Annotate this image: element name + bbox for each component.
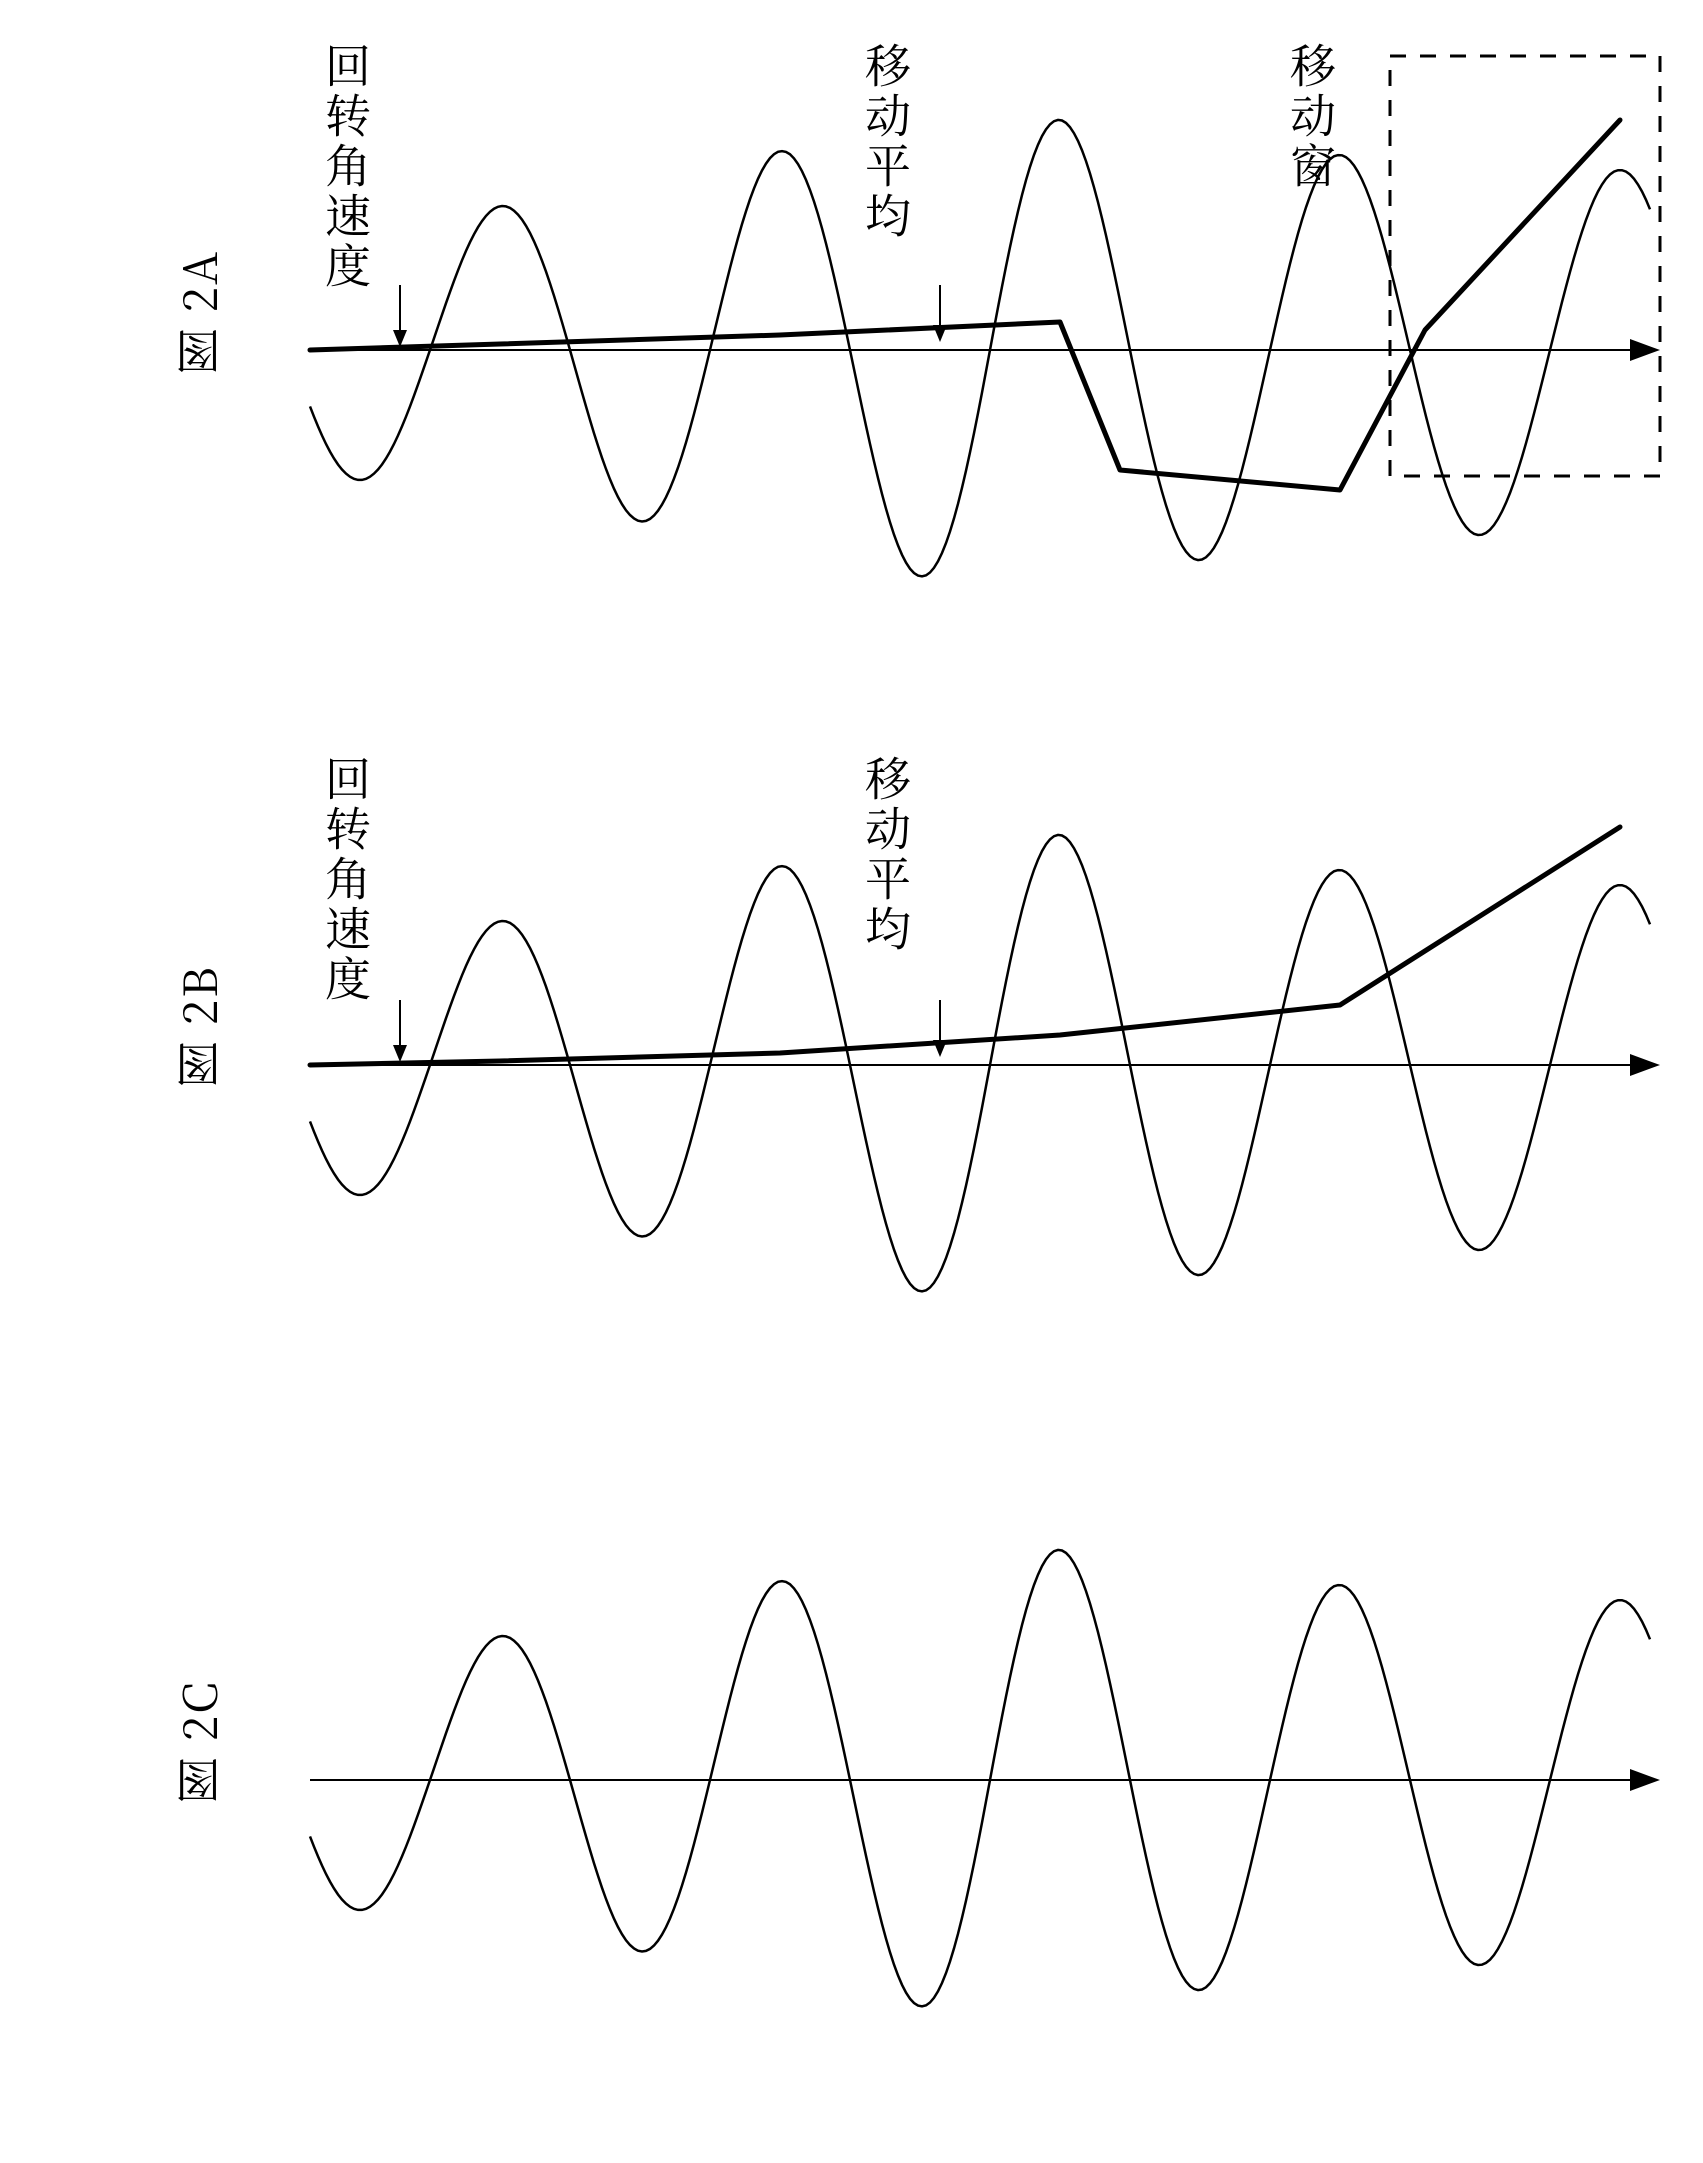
wave-a <box>310 120 1650 577</box>
figure-label-2b: 图 2B <box>165 965 231 1087</box>
panel-2a <box>280 30 1670 670</box>
panel-2b <box>280 745 1670 1385</box>
panel-2c <box>280 1460 1670 2100</box>
axis-arrow-c <box>310 1769 1660 1791</box>
pointer-movavg-b <box>933 1000 947 1057</box>
wave-c <box>310 1550 1650 2007</box>
moving-average-b <box>310 827 1620 1065</box>
pointer-angular-b <box>393 1000 407 1062</box>
figure-label-2c: 图 2C <box>165 1680 231 1803</box>
moving-average-a <box>310 120 1620 490</box>
pointer-movavg-a <box>933 285 947 342</box>
figure-label-2a: 图 2A <box>165 250 231 374</box>
pointer-angular-a <box>393 285 407 347</box>
axis-arrow-b <box>310 1054 1660 1076</box>
